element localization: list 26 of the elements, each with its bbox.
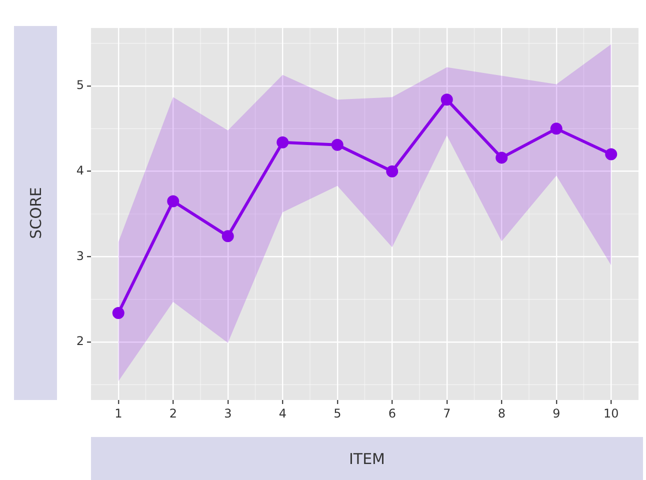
point [222,230,234,242]
x-tick-label: 2 [169,406,177,420]
x-tick-label: 1 [114,406,122,420]
x-tick-label: 7 [443,406,451,420]
x-tick-label: 4 [278,406,286,420]
point [167,195,180,208]
x-tick-label: 9 [552,406,560,420]
x-tick-label: 10 [603,406,619,420]
point [550,122,562,135]
y-tick-label: 4 [76,163,84,178]
x-tick-label: 3 [224,406,232,420]
y-tick-label: 3 [76,248,84,263]
point [112,306,124,319]
point [331,138,344,151]
x-axis-title: ITEM [91,437,643,480]
x-tick-label: 8 [498,406,506,420]
point [440,94,453,106]
point [276,136,289,148]
y-axis-title: SCORE [26,187,45,239]
y-tick-label: 5 [76,78,84,92]
point [496,152,508,164]
y-tick-label: 2 [76,334,84,348]
x-tick-label: 5 [334,406,342,420]
point [605,148,618,160]
point [386,165,398,178]
x-tick-label: 6 [388,406,396,420]
